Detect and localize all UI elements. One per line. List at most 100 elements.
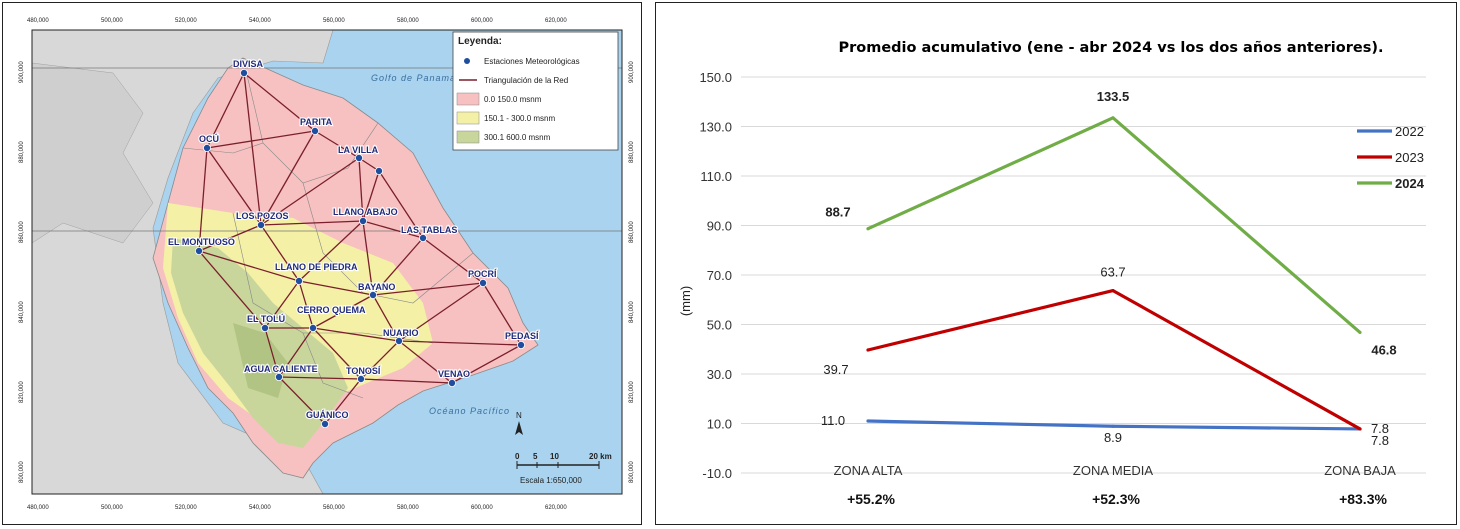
y-tick-label: 50.0 — [707, 318, 732, 333]
label-bayano: BAYANO — [358, 282, 395, 292]
station-el-tolu — [260, 323, 269, 332]
svg-text:500,000: 500,000 — [101, 18, 123, 24]
y-tick-label: 110.0 — [700, 169, 732, 184]
label-llano-de-piedra: LLANO DE PIEDRA — [275, 262, 358, 272]
label-pocri: POCRÍ — [468, 269, 497, 279]
scale-bar: 0 5 10 20 km Escala 1:650,000 — [515, 452, 612, 485]
svg-text:5: 5 — [533, 452, 538, 461]
svg-text:820,000: 820,000 — [19, 381, 25, 403]
station-bayano — [368, 290, 377, 299]
svg-text:620,000: 620,000 — [545, 18, 567, 24]
svg-text:N: N — [516, 411, 522, 420]
y-tick-label: 70.0 — [707, 268, 732, 283]
svg-text:580,000: 580,000 — [397, 505, 419, 511]
x-category-label: ZONA ALTA — [834, 463, 903, 478]
legend-label-2024: 2024 — [1395, 176, 1425, 191]
station-tonosi — [356, 374, 365, 383]
rainfall-line-chart: Promedio acumulativo (ene - abr 2024 vs … — [678, 40, 1426, 507]
data-label-2023: 7.8 — [1371, 433, 1389, 448]
map-panel: DIVISA PARITA OCÚ LA VILLA LOS POZOS LLA… — [2, 2, 642, 525]
label-las-tablas: LAS TABLAS — [401, 225, 457, 235]
svg-text:880,000: 880,000 — [629, 141, 635, 163]
data-point-2024 — [1358, 330, 1362, 335]
station-unnamed — [374, 166, 383, 175]
svg-text:620,000: 620,000 — [545, 505, 567, 511]
x-category-label: ZONA BAJA — [1324, 463, 1396, 478]
label-pedasi: PEDASÍ — [505, 331, 539, 341]
station-llano-de-piedra — [294, 276, 303, 285]
svg-text:800,000: 800,000 — [19, 461, 25, 483]
svg-text:540,000: 540,000 — [249, 505, 271, 511]
y-tick-label: 90.0 — [707, 219, 732, 234]
legend-label-2022: 2022 — [1395, 124, 1424, 139]
data-point-2023 — [1111, 288, 1115, 293]
station-nuario — [394, 336, 403, 345]
scale-label: Escala 1:650,000 — [520, 476, 582, 485]
station-venao — [447, 378, 456, 387]
north-arrow: N — [515, 411, 523, 435]
station-las-tablas — [418, 233, 427, 242]
label-el-montuoso: EL MONTUOSO — [168, 237, 235, 247]
legend-title: Leyenda: — [458, 36, 502, 47]
station-la-villa — [354, 153, 363, 162]
data-point-2023 — [1358, 427, 1362, 431]
svg-text:820,000: 820,000 — [629, 381, 635, 403]
y-tick-label: 30.0 — [707, 367, 732, 382]
percent-change-label: +52.3% — [1092, 491, 1140, 507]
map-legend: Leyenda: Estaciones Meteorológicas Trian… — [452, 31, 619, 151]
station-ocu — [202, 143, 211, 152]
label-divisa: DIVISA — [233, 59, 264, 69]
data-label-2022: 11.0 — [821, 413, 845, 428]
label-nuario: NUARIO — [383, 328, 419, 338]
data-label-2023: 63.7 — [1100, 265, 1125, 280]
svg-text:560,000: 560,000 — [323, 18, 345, 24]
svg-text:480,000: 480,000 — [27, 505, 49, 511]
rainfall-station-map: DIVISA PARITA OCÚ LA VILLA LOS POZOS LLA… — [3, 3, 640, 523]
label-parita: PARITA — [300, 117, 333, 127]
svg-text:560,000: 560,000 — [323, 505, 345, 511]
legend-stations: Estaciones Meteorológicas — [484, 57, 580, 66]
station-pedasi — [517, 340, 526, 349]
svg-text:0: 0 — [515, 452, 520, 461]
station-el-montuoso — [194, 246, 203, 255]
label-venao: VENAO — [438, 369, 470, 379]
percent-change-label: +83.3% — [1339, 491, 1387, 507]
station-pocri — [478, 278, 487, 287]
station-los-pozos — [256, 220, 265, 229]
svg-text:860,000: 860,000 — [19, 221, 25, 243]
gulf-label: Golfo de Panamá — [371, 73, 456, 83]
y-tick-label: 10.0 — [707, 417, 732, 432]
ocean-label: Océano Pacífico — [429, 406, 510, 416]
data-point-2023 — [866, 348, 870, 352]
station-parita — [310, 127, 319, 136]
y-tick-label: 130.0 — [699, 120, 732, 135]
y-axis-label: (mm) — [678, 286, 693, 316]
chart-panel: Promedio acumulativo (ene - abr 2024 vs … — [655, 2, 1457, 525]
label-guanico: GUÁNICO — [306, 410, 349, 420]
svg-text:600,000: 600,000 — [471, 505, 493, 511]
label-tonosi: TONOSÍ — [346, 366, 381, 376]
svg-text:900,000: 900,000 — [19, 61, 25, 83]
label-ocu: OCÚ — [199, 133, 219, 144]
svg-text:10: 10 — [550, 452, 559, 461]
data-label-2024: 133.5 — [1097, 89, 1130, 104]
svg-text:500,000: 500,000 — [101, 505, 123, 511]
svg-text:580,000: 580,000 — [397, 18, 419, 24]
x-category-label: ZONA MEDIA — [1073, 463, 1154, 478]
legend-band3: 300.1 600.0 msnm — [484, 133, 551, 142]
label-agua-caliente: AGUA CALIENTE — [244, 364, 318, 374]
data-point-2024 — [1111, 116, 1115, 120]
label-el-tolu: EL TOLÚ — [247, 313, 285, 324]
svg-text:480,000: 480,000 — [27, 18, 49, 24]
svg-text:860,000: 860,000 — [629, 221, 635, 243]
data-point-2022 — [866, 419, 870, 423]
station-agua-caliente — [274, 372, 283, 381]
svg-text:900,000: 900,000 — [629, 61, 635, 83]
label-los-pozos: LOS POZOS — [236, 211, 289, 221]
data-label-2024: 46.8 — [1371, 342, 1396, 357]
legend-band1: 0.0 150.0 msnm — [484, 95, 542, 104]
legend-station-symbol — [464, 58, 470, 64]
percent-change-label: +55.2% — [847, 491, 895, 507]
data-label-2024: 88.7 — [825, 205, 850, 220]
series-line-2023 — [867, 288, 1361, 431]
